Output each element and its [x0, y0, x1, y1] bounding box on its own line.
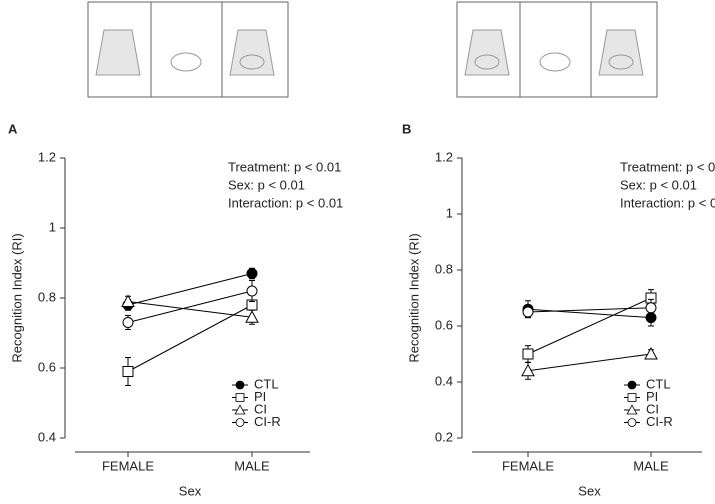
y-axis-label: Recognition Index (RI) — [9, 233, 24, 362]
mouse-icon — [474, 54, 500, 70]
y-axis-label: Recognition Index (RI) — [406, 233, 421, 362]
y-tick-label: 0.8 — [38, 289, 56, 304]
object-icon — [95, 29, 141, 76]
x-tick-label: MALE — [234, 458, 270, 473]
y-tick-label: 0.6 — [38, 359, 56, 374]
marker — [644, 346, 658, 360]
series-line — [127, 304, 253, 372]
annotation: Sex: p < 0.01 — [620, 177, 697, 192]
legend-marker — [626, 404, 638, 415]
y-tick-label: 0.6 — [435, 317, 453, 332]
annotation: Sex: p < 0.01 — [228, 177, 305, 192]
marker — [246, 285, 258, 297]
annotation: Interaction: p < 0.01 — [228, 195, 343, 210]
marker — [121, 294, 135, 307]
legend-marker — [235, 380, 245, 390]
y-tick-label: 0.8 — [435, 261, 453, 276]
mouse-icon — [539, 52, 571, 72]
legend-marker — [627, 418, 637, 427]
legend-label: PI — [646, 389, 658, 404]
schematic-a — [87, 1, 289, 98]
series-line — [527, 308, 652, 319]
legend-marker — [235, 418, 245, 427]
y-tick-label: 1 — [446, 205, 453, 220]
annotation: Treatment: p < 0.01 — [620, 159, 715, 174]
schematic-b — [456, 1, 658, 98]
legend-marker — [627, 380, 637, 390]
mouse-icon — [170, 52, 202, 72]
box — [87, 1, 289, 98]
marker — [522, 348, 534, 360]
legend-label: CI — [646, 401, 659, 416]
annotation: Interaction: p < 0.01 — [620, 195, 715, 210]
marker — [522, 306, 534, 318]
marker — [246, 268, 258, 279]
legend-label: CI-R — [646, 414, 673, 429]
series-line — [527, 353, 652, 372]
series-line — [127, 273, 253, 306]
marker — [122, 366, 134, 377]
series-line — [527, 307, 652, 313]
marker — [122, 317, 134, 328]
y-tick-label: 1 — [49, 219, 56, 234]
legend-marker — [627, 393, 637, 402]
x-axis-label: Sex — [578, 483, 601, 498]
x-tick-label: FEMALE — [102, 458, 154, 473]
y-tick-label: 0.4 — [38, 429, 56, 444]
series-line — [127, 301, 253, 318]
panel-label: B — [402, 121, 411, 136]
legend-label: CI — [254, 401, 267, 416]
y-tick-label: 1.2 — [38, 149, 56, 164]
legend-label: CI-R — [254, 414, 281, 429]
mouse-icon — [239, 54, 265, 70]
x-axis-label: Sex — [179, 483, 202, 498]
y-tick-label: 1.2 — [435, 149, 453, 164]
object-icon — [229, 29, 275, 76]
object-icon — [598, 29, 644, 76]
x-tick-label: FEMALE — [502, 458, 554, 473]
marker — [521, 363, 535, 377]
series-line — [527, 297, 652, 355]
object-icon — [464, 29, 510, 76]
legend-label: PI — [254, 389, 266, 404]
series-line — [127, 290, 253, 323]
legend-marker — [235, 393, 245, 402]
legend-label: CTL — [646, 376, 671, 391]
y-tick-label: 0.4 — [435, 373, 453, 388]
legend-marker — [234, 404, 246, 415]
y-tick-label: 0.2 — [435, 429, 453, 444]
panel-label: A — [8, 121, 18, 136]
x-tick-label: MALE — [633, 458, 669, 473]
box — [456, 1, 658, 98]
marker — [645, 302, 657, 314]
annotation: Treatment: p < 0.01 — [228, 159, 341, 174]
mouse-icon — [608, 54, 634, 70]
legend-label: CTL — [254, 376, 279, 391]
marker — [245, 310, 259, 323]
